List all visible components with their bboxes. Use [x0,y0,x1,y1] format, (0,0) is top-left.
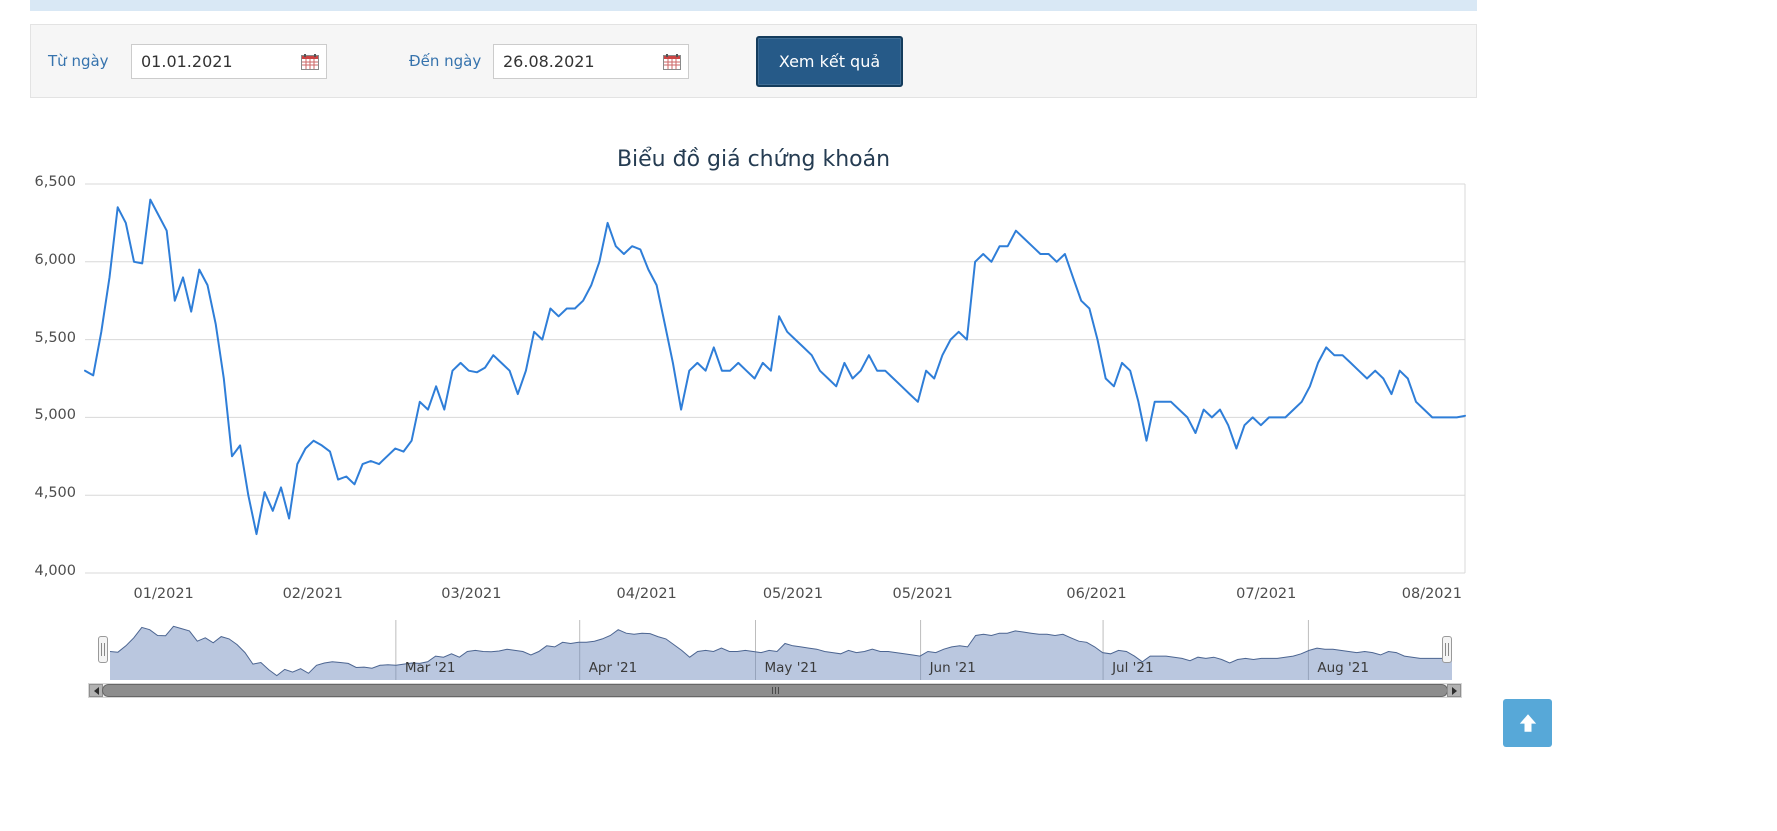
navigator-month-label: Mar '21 [404,660,456,676]
chart-scrollbar[interactable] [88,683,1462,698]
navigator-grid [395,620,1309,680]
navigator-month-label: May '21 [764,660,818,676]
scroll-left-button[interactable] [89,684,103,697]
navigator-area-series [110,626,1452,680]
x-axis-label: 08/2021 [1401,586,1462,602]
date-filter-panel: Từ ngày Đến ngày [30,24,1477,98]
calendar-icon[interactable] [301,53,319,70]
navigator-month-label: Aug '21 [1317,660,1369,676]
price-line-series [84,198,1466,536]
navigator-month-label: Apr '21 [588,660,638,676]
scrollbar-thumb[interactable] [102,684,1448,697]
y-axis-label: 5,000 [34,407,76,424]
chart-grid [85,183,1466,574]
y-axis-label: 4,500 [34,485,76,502]
view-results-button[interactable]: Xem kết quả [756,36,903,87]
y-axis-label: 4,000 [34,563,76,579]
x-axis-label: 04/2021 [616,586,677,602]
from-date-label: Từ ngày [48,52,109,70]
top-strip [30,0,1477,13]
x-axis-label: 06/2021 [1066,586,1127,602]
navigator-handle-right[interactable] [1442,636,1452,663]
x-axis-label: 03/2021 [441,586,502,602]
back-to-top-button[interactable] [1503,699,1552,747]
to-date-input[interactable] [503,52,663,71]
navigator-handle-left[interactable] [98,636,108,663]
range-navigator[interactable]: Mar '21 Apr '21 May '21 Jun '21 Jul '21 Aug '… [109,620,1453,680]
to-date-label: Đến ngày [409,52,482,70]
y-axis-label: 5,500 [34,329,76,346]
y-axis-label: 6,000 [34,251,76,268]
price-chart-plot [84,183,1466,574]
x-axis-label: 02/2021 [282,586,343,602]
to-date-field[interactable] [493,44,689,79]
calendar-icon[interactable] [663,53,681,70]
from-date-input[interactable] [141,52,301,71]
navigator-month-label: Jul '21 [1112,660,1154,676]
y-axis-label: 6,500 [34,174,76,190]
navigator-area-outline [109,625,1453,677]
left-arrow-icon [93,686,99,695]
x-axis-label: 01/2021 [133,586,194,602]
chart-title: Biểu đồ giá chứng khoán [616,147,891,172]
thumb-grip-icon [771,687,773,694]
x-axis-label: 05/2021 [762,586,824,602]
right-arrow-icon [1451,686,1457,695]
navigator-month-label: Jun '21 [929,660,976,676]
x-axis-label: 05/2021 [892,586,953,602]
from-date-field[interactable] [131,44,327,79]
up-arrow-icon [1519,714,1536,732]
scroll-right-button[interactable] [1447,684,1461,697]
x-axis-label: 07/2021 [1236,586,1297,602]
